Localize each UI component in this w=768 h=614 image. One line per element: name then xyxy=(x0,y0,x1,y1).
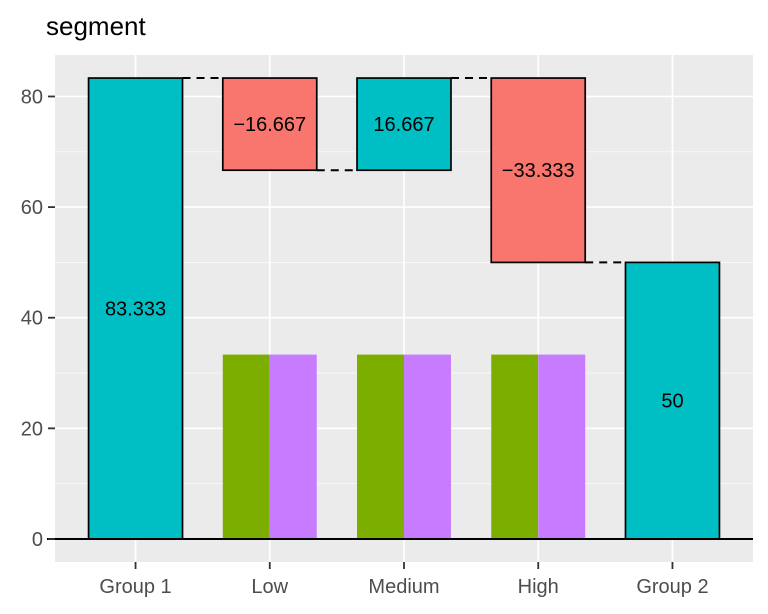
value-label-high: −33.333 xyxy=(502,160,575,182)
value-label-low: −16.667 xyxy=(233,114,306,136)
segment-bar-group-2 xyxy=(624,261,721,540)
background-bar-green-low xyxy=(222,354,270,539)
background-bar-green-medium xyxy=(357,354,404,539)
value-label-medium: 16.667 xyxy=(373,114,434,136)
x-tick-label-group-1: Group 1 xyxy=(99,576,171,598)
background-bar-purple-high xyxy=(538,354,586,539)
x-tick-label-low: Low xyxy=(251,576,288,598)
y-tick-label: 80 xyxy=(21,86,43,108)
y-tick-label: 60 xyxy=(21,197,43,219)
y-tick-label: 20 xyxy=(21,418,43,440)
segment-bar-medium xyxy=(356,77,452,172)
x-tick-label-high: High xyxy=(518,576,559,598)
background-bar-green-high xyxy=(491,354,539,539)
x-tick-label-medium: Medium xyxy=(368,576,439,598)
value-label-group-1: 83.333 xyxy=(105,299,166,321)
segment-bar-group-1 xyxy=(87,77,184,540)
y-tick-label: 40 xyxy=(21,308,43,330)
x-tick-label-group-2: Group 2 xyxy=(636,576,708,598)
segment-bar-high xyxy=(490,77,587,264)
background-bar-purple-medium xyxy=(404,354,451,539)
segment-bar-low xyxy=(221,77,318,172)
chart-title: segment xyxy=(46,11,146,41)
y-tick-label: 0 xyxy=(32,529,43,551)
value-label-group-2: 50 xyxy=(661,391,683,413)
background-bar-purple-low xyxy=(269,354,317,539)
